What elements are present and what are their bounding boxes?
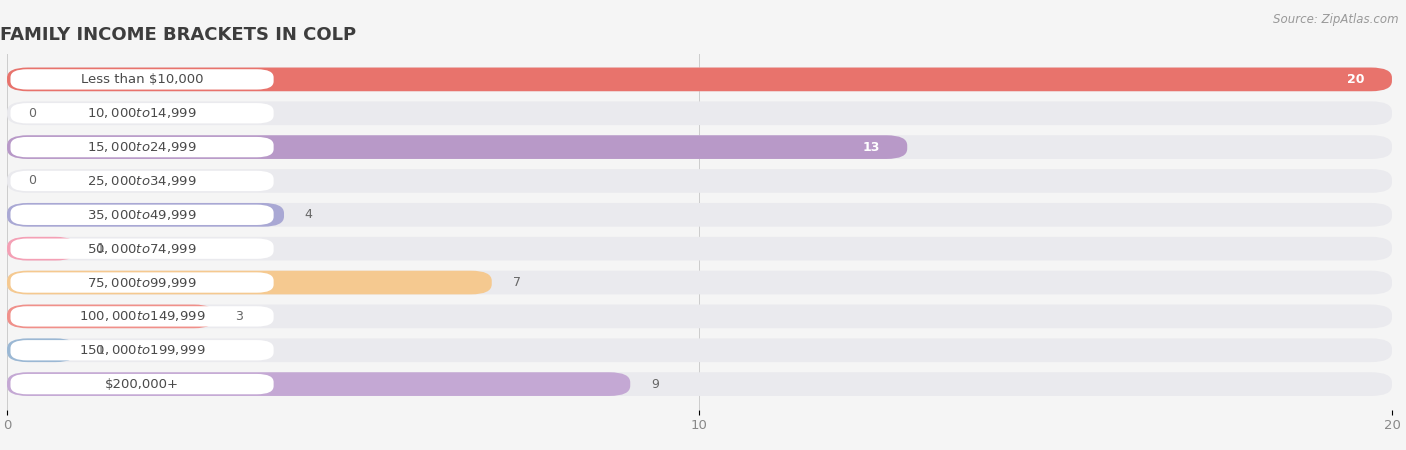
Text: $75,000 to $99,999: $75,000 to $99,999 [87,275,197,289]
FancyBboxPatch shape [7,372,1392,396]
Text: 1: 1 [97,344,105,357]
Text: 1: 1 [97,242,105,255]
Text: $25,000 to $34,999: $25,000 to $34,999 [87,174,197,188]
Text: Source: ZipAtlas.com: Source: ZipAtlas.com [1274,14,1399,27]
Text: $100,000 to $149,999: $100,000 to $149,999 [79,310,205,324]
Text: 13: 13 [862,140,880,153]
FancyBboxPatch shape [10,103,274,123]
FancyBboxPatch shape [10,340,274,360]
FancyBboxPatch shape [10,306,274,327]
FancyBboxPatch shape [10,171,274,191]
FancyBboxPatch shape [10,272,274,292]
Text: 4: 4 [305,208,312,221]
Text: 20: 20 [1347,73,1364,86]
FancyBboxPatch shape [7,305,215,328]
FancyBboxPatch shape [7,338,76,362]
Text: 9: 9 [651,378,659,391]
Text: 0: 0 [28,175,35,188]
FancyBboxPatch shape [10,205,274,225]
Text: 7: 7 [513,276,520,289]
FancyBboxPatch shape [7,338,1392,362]
FancyBboxPatch shape [7,203,1392,227]
FancyBboxPatch shape [10,137,274,157]
FancyBboxPatch shape [7,101,1392,125]
Text: 3: 3 [236,310,243,323]
Text: 0: 0 [28,107,35,120]
Text: $200,000+: $200,000+ [105,378,179,391]
Text: $150,000 to $199,999: $150,000 to $199,999 [79,343,205,357]
FancyBboxPatch shape [7,68,1392,91]
Text: $50,000 to $74,999: $50,000 to $74,999 [87,242,197,256]
Text: Less than $10,000: Less than $10,000 [80,73,204,86]
FancyBboxPatch shape [7,203,284,227]
FancyBboxPatch shape [10,238,274,259]
FancyBboxPatch shape [7,169,1392,193]
FancyBboxPatch shape [7,135,907,159]
FancyBboxPatch shape [7,271,1392,294]
FancyBboxPatch shape [7,372,630,396]
Text: $15,000 to $24,999: $15,000 to $24,999 [87,140,197,154]
FancyBboxPatch shape [7,135,1392,159]
FancyBboxPatch shape [7,237,1392,261]
FancyBboxPatch shape [7,305,1392,328]
FancyBboxPatch shape [7,68,1392,91]
FancyBboxPatch shape [10,374,274,394]
Text: FAMILY INCOME BRACKETS IN COLP: FAMILY INCOME BRACKETS IN COLP [0,26,356,44]
FancyBboxPatch shape [7,271,492,294]
FancyBboxPatch shape [10,69,274,90]
Text: $10,000 to $14,999: $10,000 to $14,999 [87,106,197,120]
Text: $35,000 to $49,999: $35,000 to $49,999 [87,208,197,222]
FancyBboxPatch shape [7,237,76,261]
